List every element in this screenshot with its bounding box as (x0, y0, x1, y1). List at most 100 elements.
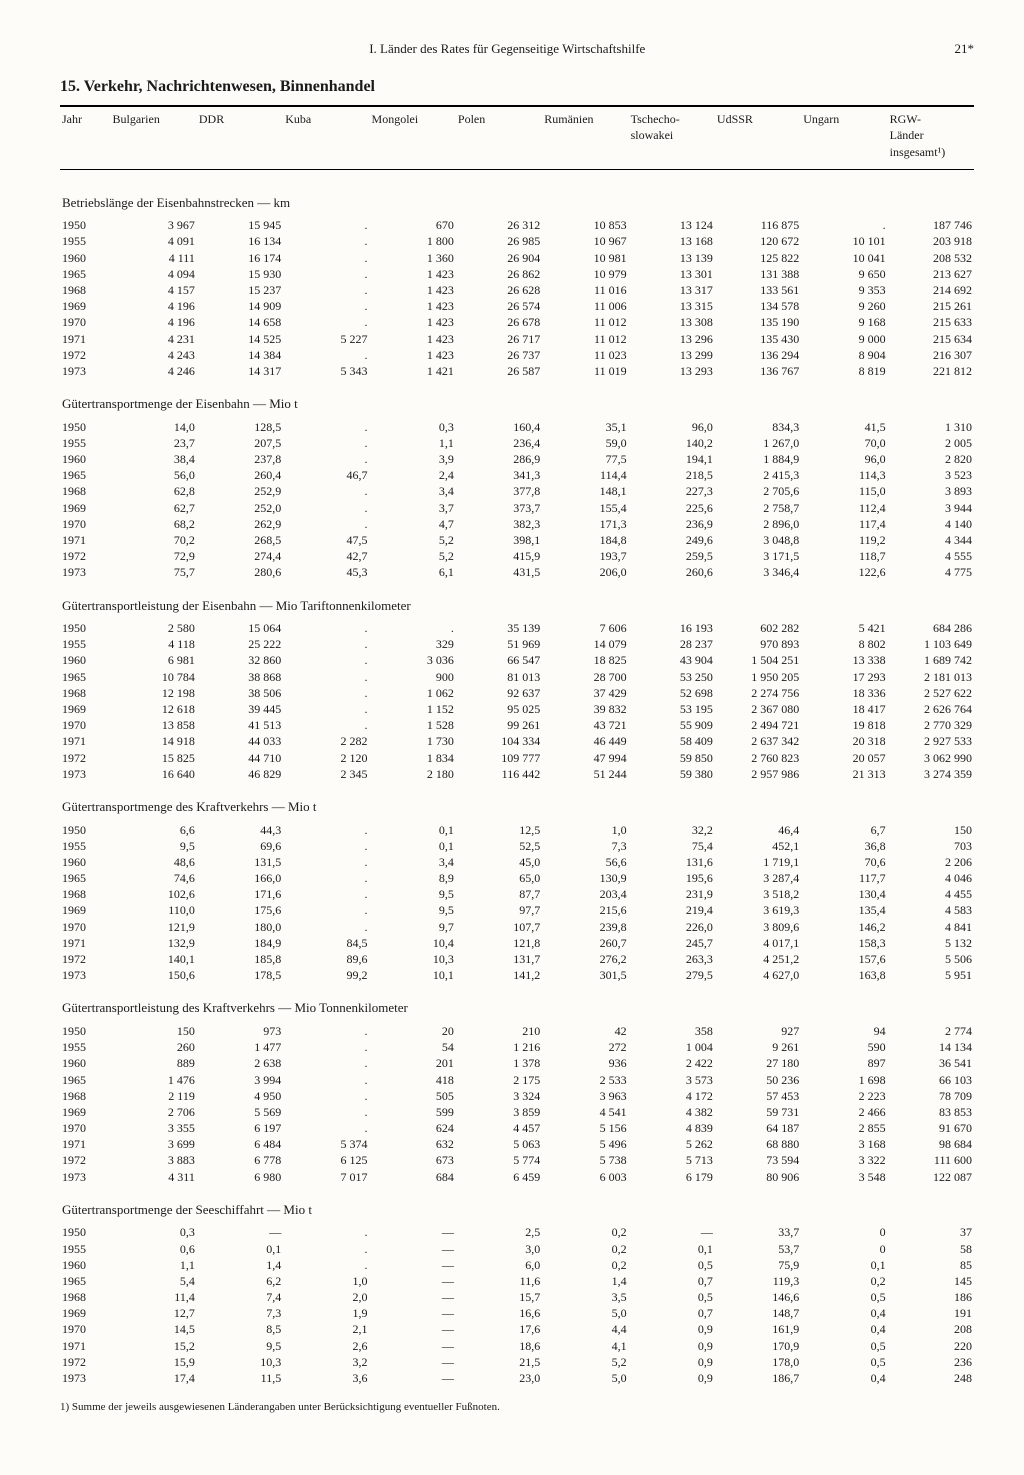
data-cell: 203,4 (542, 886, 628, 902)
data-cell: 9 261 (715, 1039, 801, 1055)
data-cell: 20 318 (801, 733, 887, 749)
table-row: 19503 96715 945.67026 31210 85313 124116… (60, 217, 974, 233)
data-cell: 2 527 622 (888, 685, 974, 701)
data-cell: . (283, 701, 369, 717)
data-cell: 16 174 (197, 250, 283, 266)
data-cell: 632 (370, 1136, 456, 1152)
data-cell: 135 190 (715, 314, 801, 330)
data-cell: 62,8 (111, 483, 197, 499)
data-cell: 4 950 (197, 1088, 283, 1104)
data-cell: 4 251,2 (715, 951, 801, 967)
data-cell: . (283, 854, 369, 870)
data-cell: 99 261 (456, 717, 542, 733)
year-cell: 1973 (60, 564, 111, 580)
column-header: Kuba (283, 111, 369, 166)
year-cell: 1965 (60, 266, 111, 282)
data-cell: 1 730 (370, 733, 456, 749)
data-cell: 973 (197, 1023, 283, 1039)
data-cell: . (283, 451, 369, 467)
data-cell: 14 079 (542, 636, 628, 652)
data-cell: 249,6 (629, 532, 715, 548)
year-cell: 1970 (60, 1120, 111, 1136)
data-cell: 2 175 (456, 1072, 542, 1088)
year-cell: 1950 (60, 620, 111, 636)
data-cell: 4 172 (629, 1088, 715, 1104)
data-cell: 4 243 (111, 347, 197, 363)
data-cell: 215,6 (542, 902, 628, 918)
data-cell: . (283, 1241, 369, 1257)
table-row: 195014,0128,5.0,3160,435,196,0834,341,51… (60, 419, 974, 435)
year-cell: 1950 (60, 822, 111, 838)
data-cell: 155,4 (542, 500, 628, 516)
data-cell: 276,2 (542, 951, 628, 967)
data-cell: 11 019 (542, 363, 628, 379)
data-cell: 13 139 (629, 250, 715, 266)
data-cell: 2 206 (888, 854, 974, 870)
data-cell: 260,4 (197, 467, 283, 483)
data-cell: 117,4 (801, 516, 887, 532)
data-cell: 184,8 (542, 532, 628, 548)
table-row: 19502 58015 064..35 1397 60616 193602 28… (60, 620, 974, 636)
data-cell: 68 880 (715, 1136, 801, 1152)
data-cell: . (283, 636, 369, 652)
data-cell: 263,3 (629, 951, 715, 967)
year-cell: 1969 (60, 298, 111, 314)
column-header: UdSSR (715, 111, 801, 166)
table-row: 197013 85841 513.1 52899 26143 72155 909… (60, 717, 974, 733)
data-cell: 2 367 080 (715, 701, 801, 717)
table-row: 19552601 477.541 2162721 0049 26159014 1… (60, 1039, 974, 1055)
table-row: 1973150,6178,599,210,1141,2301,5279,54 6… (60, 967, 974, 983)
data-cell: 186 (888, 1289, 974, 1305)
data-cell: 10,4 (370, 935, 456, 951)
data-cell: 97,7 (456, 902, 542, 918)
data-cell: 13 301 (629, 266, 715, 282)
data-cell: 0,1 (801, 1257, 887, 1273)
data-cell: 6 980 (197, 1169, 283, 1185)
column-header: DDR (197, 111, 283, 166)
table-row: 196048,6131,5.3,445,056,6131,61 719,170,… (60, 854, 974, 870)
data-cell: 237,8 (197, 451, 283, 467)
data-cell: 6 459 (456, 1169, 542, 1185)
data-cell: 78 709 (888, 1088, 974, 1104)
data-cell: 5 421 (801, 620, 887, 636)
data-cell: 128,5 (197, 419, 283, 435)
table-row: 1970121,9180,0.9,7107,7239,8226,03 809,6… (60, 919, 974, 935)
data-cell: 3 171,5 (715, 548, 801, 564)
data-cell: 4 841 (888, 919, 974, 935)
data-cell: 36,8 (801, 838, 887, 854)
data-cell: . (283, 282, 369, 298)
table-row: 19608892 638.2011 3789362 42227 18089736… (60, 1055, 974, 1071)
year-cell: 1965 (60, 467, 111, 483)
data-cell: 1 476 (111, 1072, 197, 1088)
data-cell: 2 466 (801, 1104, 887, 1120)
data-cell: 2 119 (111, 1088, 197, 1104)
data-cell: 98 684 (888, 1136, 974, 1152)
data-cell: 131 388 (715, 266, 801, 282)
column-header: Ungarn (801, 111, 887, 166)
data-cell: 670 (370, 217, 456, 233)
data-cell: 131,7 (456, 951, 542, 967)
data-cell: 4 382 (629, 1104, 715, 1120)
data-cell: 252,9 (197, 483, 283, 499)
table-row: 19606 98132 860.3 03666 54718 82543 9041… (60, 652, 974, 668)
year-cell: 1968 (60, 1289, 111, 1305)
data-cell: 107,7 (456, 919, 542, 935)
data-cell: 166,0 (197, 870, 283, 886)
data-cell: 11,5 (197, 1370, 283, 1386)
data-cell: 9,5 (111, 838, 197, 854)
data-cell: 1 884,9 (715, 451, 801, 467)
data-cell: 84,5 (283, 935, 369, 951)
data-cell: 5,0 (542, 1370, 628, 1386)
data-cell: 14,0 (111, 419, 197, 435)
data-cell: 16 193 (629, 620, 715, 636)
year-cell: 1973 (60, 1169, 111, 1185)
year-cell: 1973 (60, 967, 111, 983)
data-cell: 1 423 (370, 266, 456, 282)
data-cell: 4 344 (888, 532, 974, 548)
table-row: 19723 8836 7786 1256735 7745 7385 71373 … (60, 1152, 974, 1168)
year-cell: 1971 (60, 1136, 111, 1152)
data-cell: 5 063 (456, 1136, 542, 1152)
data-cell: . (283, 838, 369, 854)
table-row: 19550,60,1.—3,00,20,153,7058 (60, 1241, 974, 1257)
data-cell: 1 421 (370, 363, 456, 379)
